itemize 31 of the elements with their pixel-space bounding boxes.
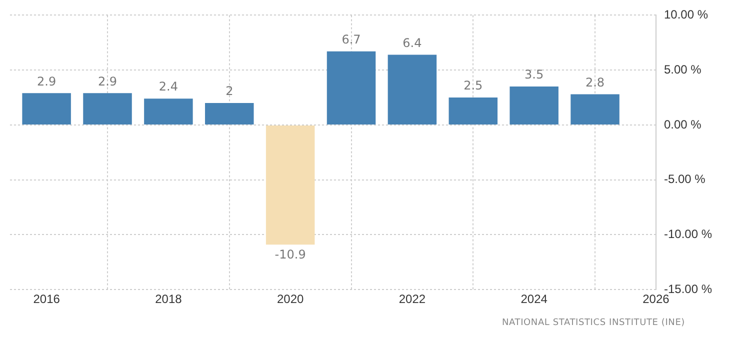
x-tick-label: 2024 [520, 292, 548, 306]
bar [22, 93, 71, 124]
y-tick-label: 5.00 % [664, 62, 702, 76]
data-label: 6.7 [342, 32, 361, 47]
bar [144, 98, 193, 124]
y-tick-label: 0.00 % [664, 117, 702, 132]
data-label: 2.8 [585, 75, 605, 90]
y-tick-label: 10.00 % [664, 8, 708, 22]
data-label: 6.4 [402, 36, 422, 50]
bar [570, 94, 620, 124]
x-tick-label: 2018 [155, 292, 182, 306]
y-tick-label: -5.00 % [664, 172, 706, 186]
x-tick-label: 2016 [33, 292, 60, 306]
data-label: 2 [226, 84, 234, 98]
bar [266, 125, 315, 245]
bar [205, 103, 254, 124]
y-tick-label: -10.00 % [664, 227, 712, 242]
bar [510, 86, 558, 124]
data-label: 2.4 [158, 80, 178, 94]
bar [83, 93, 132, 124]
text: NATIONAL STATISTICS INSTITUTE (INE) [502, 318, 685, 328]
x-tick-label: 2022 [398, 292, 426, 306]
bar [326, 51, 376, 124]
data-label: 2.9 [98, 74, 118, 88]
bar [448, 98, 498, 124]
data-label: 2.5 [464, 78, 483, 93]
bar [388, 54, 437, 124]
x-tick-label: 2020 [276, 292, 304, 306]
data-label: 2.9 [37, 74, 56, 88]
data-label: -10.9 [274, 248, 306, 262]
data-label: 3.5 [524, 68, 544, 82]
